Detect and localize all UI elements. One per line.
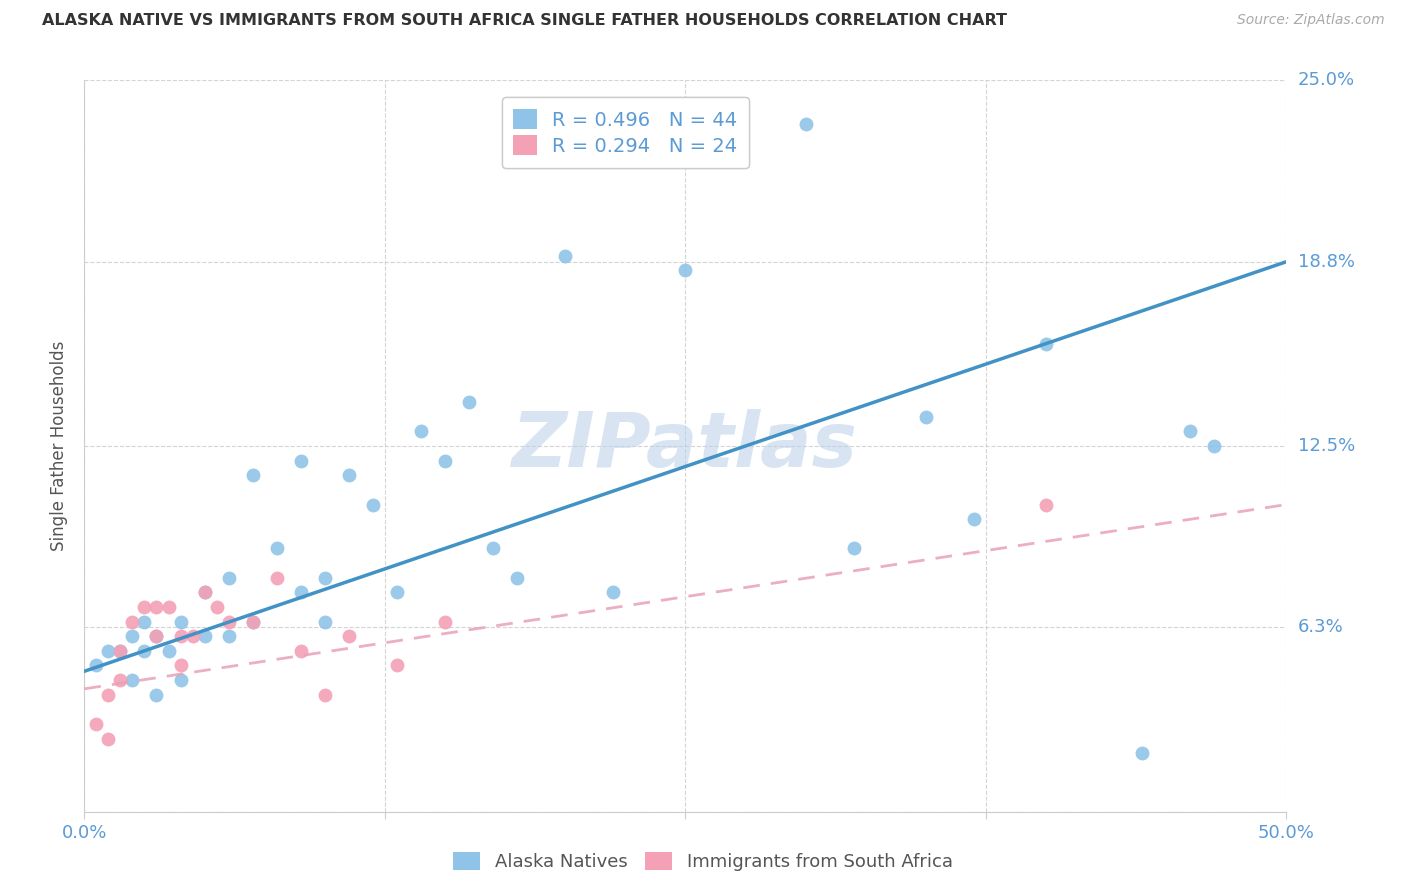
Point	[97, 688, 120, 702]
Point	[266, 541, 288, 556]
Point	[963, 512, 986, 526]
Point	[110, 644, 132, 658]
Point	[1130, 746, 1153, 760]
Text: 12.5%: 12.5%	[1298, 437, 1355, 455]
Point	[145, 629, 167, 643]
Point	[266, 571, 288, 585]
Point	[194, 629, 217, 643]
Point	[86, 658, 108, 673]
Point	[205, 599, 228, 614]
Text: ZIPatlas: ZIPatlas	[512, 409, 859, 483]
Point	[602, 585, 624, 599]
Point	[337, 629, 360, 643]
Point	[794, 117, 817, 131]
Point	[121, 629, 143, 643]
Point	[385, 658, 408, 673]
Point	[434, 453, 457, 467]
Point	[169, 615, 191, 629]
Point	[218, 629, 240, 643]
Point	[110, 644, 132, 658]
Point	[121, 615, 143, 629]
Point	[86, 717, 108, 731]
Text: 6.3%: 6.3%	[1298, 618, 1343, 636]
Point	[314, 688, 336, 702]
Point	[409, 425, 432, 439]
Point	[169, 658, 191, 673]
Point	[530, 146, 553, 161]
Point	[915, 409, 938, 424]
Point	[194, 585, 217, 599]
Point	[361, 498, 384, 512]
Point	[842, 541, 865, 556]
Point	[218, 571, 240, 585]
Y-axis label: Single Father Households: Single Father Households	[51, 341, 69, 551]
Point	[1035, 336, 1057, 351]
Text: 18.8%: 18.8%	[1298, 252, 1354, 270]
Text: Source: ZipAtlas.com: Source: ZipAtlas.com	[1237, 13, 1385, 28]
Point	[157, 599, 180, 614]
Point	[145, 688, 167, 702]
Point	[169, 673, 191, 687]
Point	[218, 615, 240, 629]
Point	[97, 644, 120, 658]
Point	[181, 629, 204, 643]
Point	[194, 585, 217, 599]
Point	[242, 468, 264, 483]
Point	[1180, 425, 1202, 439]
Legend: Alaska Natives, Immigrants from South Africa: Alaska Natives, Immigrants from South Af…	[446, 845, 960, 879]
Point	[675, 263, 697, 277]
Point	[157, 644, 180, 658]
Point	[385, 585, 408, 599]
Point	[169, 629, 191, 643]
Point	[314, 571, 336, 585]
Point	[242, 615, 264, 629]
Point	[434, 615, 457, 629]
Point	[314, 615, 336, 629]
Point	[145, 629, 167, 643]
Point	[290, 644, 312, 658]
Point	[337, 468, 360, 483]
Point	[134, 615, 156, 629]
Point	[242, 615, 264, 629]
Point	[290, 453, 312, 467]
Text: ALASKA NATIVE VS IMMIGRANTS FROM SOUTH AFRICA SINGLE FATHER HOUSEHOLDS CORRELATI: ALASKA NATIVE VS IMMIGRANTS FROM SOUTH A…	[42, 13, 1007, 29]
Point	[145, 599, 167, 614]
Text: 25.0%: 25.0%	[1298, 71, 1355, 89]
Point	[506, 571, 529, 585]
Point	[134, 644, 156, 658]
Point	[482, 541, 505, 556]
Point	[1204, 439, 1226, 453]
Point	[458, 395, 481, 409]
Point	[134, 599, 156, 614]
Point	[290, 585, 312, 599]
Point	[97, 731, 120, 746]
Point	[121, 673, 143, 687]
Point	[554, 249, 576, 263]
Legend: R = 0.496   N = 44, R = 0.294   N = 24: R = 0.496 N = 44, R = 0.294 N = 24	[502, 97, 749, 168]
Point	[1035, 498, 1057, 512]
Point	[110, 673, 132, 687]
